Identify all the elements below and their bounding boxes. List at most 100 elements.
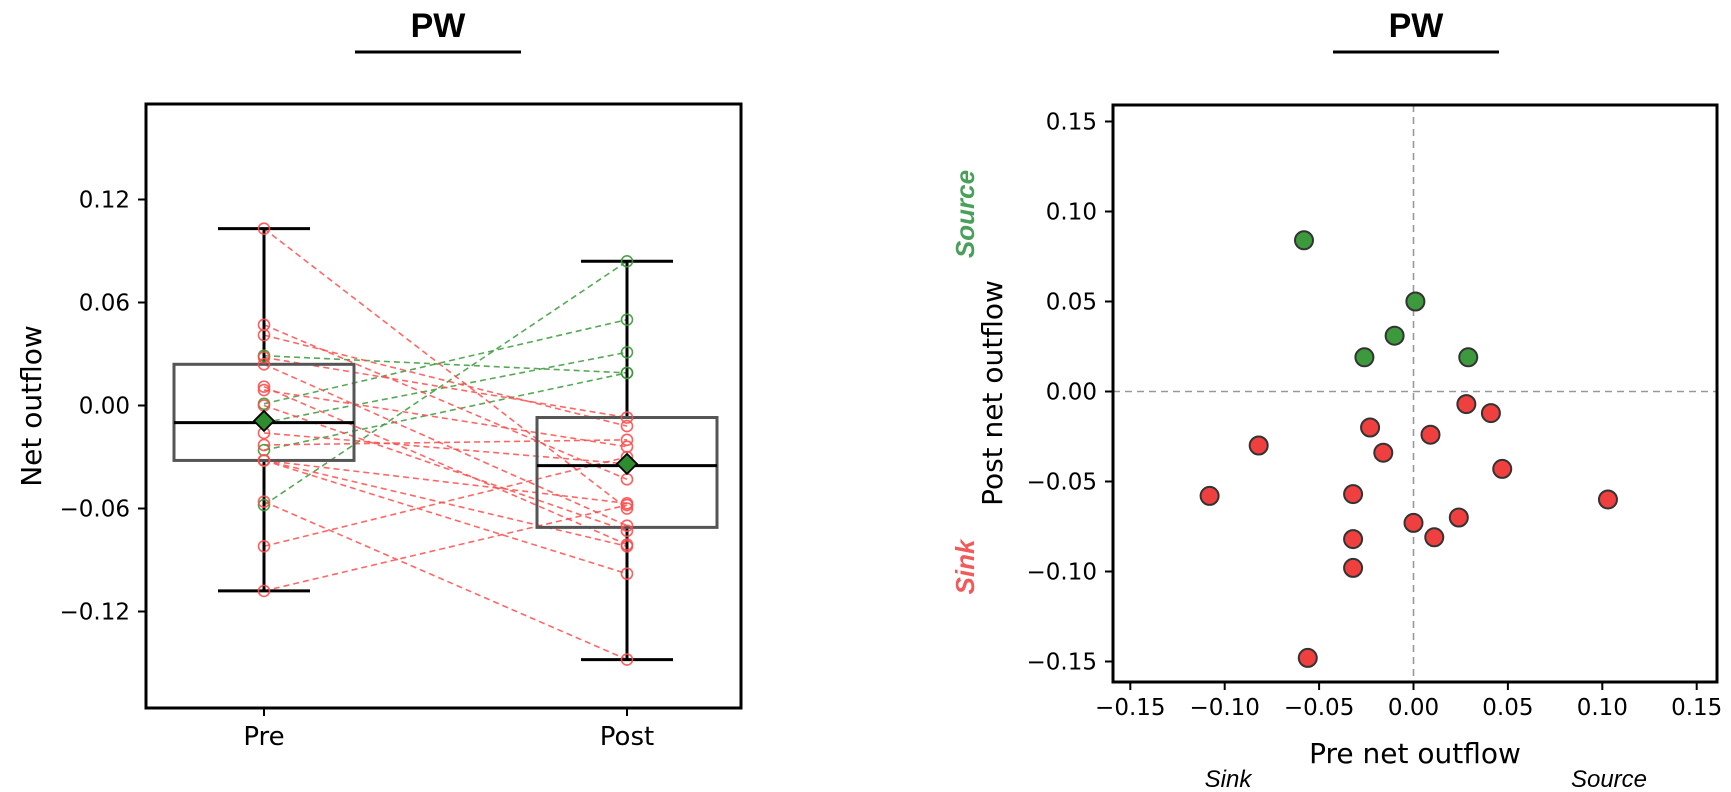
right-y-tick-label: 0.15 (1046, 110, 1097, 136)
scatter-points (1199, 230, 1618, 668)
right-y-tick-label: 0.10 (1046, 200, 1097, 226)
right-plot-frame (1111, 103, 1719, 684)
pair-line (263, 404, 628, 532)
right-tick-group: 0.15 0.10 0.05 0.00 −0.05 −0.10 −0.15 −0.15 −0.1… (1027, 110, 1723, 722)
right-x-tick-label: −0.10 (1189, 695, 1259, 721)
post-point (620, 653, 634, 666)
pair-line (263, 385, 628, 546)
y-source-annotation: Source (950, 170, 980, 258)
x-sink-annotation: Sink (1205, 766, 1254, 792)
right-y-tick-label: 0.00 (1046, 380, 1097, 406)
scatter-point (1343, 557, 1364, 578)
scatter-point (1597, 489, 1618, 510)
scatter-point (1373, 442, 1394, 463)
post-point (620, 538, 634, 551)
scatter-point (1424, 527, 1445, 548)
post-point (620, 433, 634, 447)
right-y-tick-label: −0.05 (1027, 470, 1097, 496)
scatter-point (1448, 507, 1469, 528)
post-point (620, 419, 634, 433)
mean-marker (615, 452, 639, 476)
pair-line (263, 432, 628, 465)
post-point (620, 313, 634, 326)
post-point (620, 519, 634, 532)
pre-point (257, 539, 271, 553)
left-y-axis-label: Net outflow (15, 325, 48, 487)
right-x-tick-label: −0.15 (1095, 695, 1165, 721)
right-chart-panel: PW 0.150.100.050.00−0.05−0.10−0.15−0.15−… (950, 7, 1722, 792)
left-x-tick-label: Post (600, 722, 654, 752)
scatter-point (1360, 417, 1381, 438)
scatter-point (1405, 291, 1426, 312)
pair-line (263, 363, 628, 527)
scatter-point (1458, 347, 1479, 368)
pair-line (263, 459, 628, 505)
post-point (620, 567, 634, 581)
scatter-point (1354, 347, 1375, 368)
pre-point (257, 498, 271, 512)
post-point (620, 497, 634, 510)
pair-line (263, 504, 628, 592)
scatter-point (1480, 403, 1501, 424)
right-x-tick-label: −0.05 (1284, 695, 1354, 721)
pre-point (257, 438, 271, 452)
right-x-axis-label: Pre net outflow (1309, 737, 1521, 770)
pre-point (257, 357, 271, 371)
pair-line (263, 324, 628, 481)
left-x-tick-label: Pre (243, 722, 284, 752)
left-y-tick-label: −0.06 (60, 497, 130, 523)
pair-line (263, 459, 628, 575)
left-y-tick-label: 0.12 (79, 187, 130, 213)
scatter-point (1343, 484, 1364, 505)
left-y-tick-label: −0.12 (60, 600, 130, 626)
scatter-point (1199, 485, 1220, 506)
box-body (172, 362, 356, 462)
mean-marker (252, 409, 276, 433)
y-sink-annotation: Sink (950, 538, 980, 594)
pre-point (257, 495, 271, 508)
right-x-tick-label: 0.00 (1388, 695, 1439, 721)
left-chart-title: PW (411, 7, 467, 45)
right-chart-title: PW (1389, 7, 1445, 45)
pre-point (257, 380, 271, 393)
right-y-axis-label: Post net outflow (976, 280, 1009, 506)
scatter-point (1456, 394, 1477, 415)
reference-lines (1113, 105, 1717, 682)
post-point (620, 345, 634, 359)
post-point (620, 524, 634, 538)
post-point (620, 254, 634, 268)
pair-line (263, 318, 628, 405)
mean-markers (252, 409, 639, 476)
pair-lines (263, 228, 628, 661)
left-y-tick-label: 0.06 (79, 290, 130, 316)
right-x-tick-label: 0.15 (1671, 695, 1722, 721)
pair-line (263, 260, 628, 506)
pair-line (263, 439, 628, 446)
right-y-tick-label: −0.10 (1027, 560, 1097, 586)
pre-point (257, 318, 271, 332)
box-body (535, 416, 719, 529)
post-point (620, 366, 634, 380)
pair-points (257, 222, 634, 666)
pair-line (263, 228, 628, 510)
scatter-point (1420, 424, 1441, 445)
scatter-point (1297, 647, 1318, 668)
pre-point (257, 383, 271, 397)
pair-line (263, 354, 628, 374)
left-y-tick-label: 0.00 (79, 394, 130, 420)
box-group (172, 227, 719, 662)
scatter-point (1384, 325, 1405, 346)
left-chart-panel: PW 0.12 0.06 0.00 −0.06 −0.12 Net outflow Pr… (15, 7, 743, 752)
pair-line (263, 500, 628, 661)
scatter-point (1248, 435, 1269, 456)
left-y-tick-group: 0.12 0.06 0.00 −0.06 −0.12 (60, 187, 146, 626)
pre-point (257, 584, 271, 598)
left-plot-frame (144, 102, 743, 710)
scatter-point (1492, 458, 1513, 479)
right-y-tick-label: −0.15 (1027, 650, 1097, 676)
pre-point (257, 351, 271, 364)
right-y-tick-label: 0.05 (1046, 290, 1097, 316)
pair-line (263, 356, 628, 419)
post-point (620, 440, 634, 454)
